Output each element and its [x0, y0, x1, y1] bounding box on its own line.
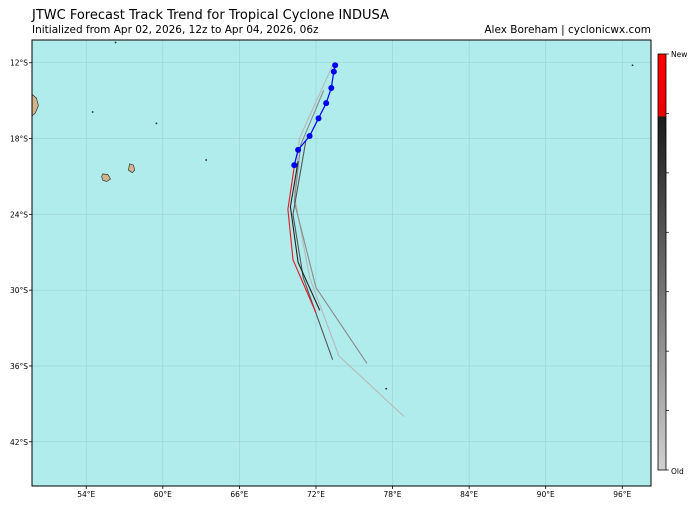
observed-track-point [332, 62, 339, 69]
chart-title: JTWC Forecast Track Trend for Tropical C… [32, 8, 389, 23]
forecast-track-line [292, 141, 334, 360]
observed-track-point [323, 100, 330, 107]
landmass [101, 173, 111, 182]
y-tick-label: 30°S [10, 286, 28, 295]
colorbar-gradient [657, 53, 667, 471]
islet [385, 387, 388, 390]
chart-credit: Alex Boreham | cyclonicwx.com [484, 24, 651, 36]
colorbar-new-label: New [671, 50, 687, 59]
islet [91, 111, 94, 113]
observed-track-point [291, 162, 298, 169]
y-tick-label: 42°S [10, 438, 28, 447]
chart-subtitle: Initialized from Apr 02, 2026, 12z to Ap… [32, 24, 319, 36]
map-gridlines [32, 40, 651, 486]
islet [205, 159, 208, 161]
colorbar-ticks [666, 53, 669, 471]
forecast-track-line [293, 90, 368, 364]
landmass [32, 93, 39, 117]
x-tick-label: 96°E [613, 490, 631, 499]
forecast-track-line [289, 161, 321, 311]
observed-track-point [315, 115, 322, 122]
y-tick-label: 12°S [10, 59, 28, 68]
y-tick-label: 18°S [10, 135, 28, 144]
x-tick-label: 54°E [77, 490, 95, 499]
observed-track-point [330, 68, 337, 75]
islet [631, 64, 634, 67]
map-frame [31, 39, 652, 487]
map-land [32, 41, 634, 390]
landmass [128, 163, 136, 174]
y-axis-ticks: 12°S 18°S 24°S 30°S 36°S 42°S [10, 59, 32, 447]
observed-track-point [306, 133, 313, 140]
x-tick-label: 90°E [537, 490, 555, 499]
map-ocean [32, 40, 651, 486]
y-tick-label: 36°S [10, 362, 28, 371]
islet [155, 122, 158, 125]
forecast-tracks [287, 65, 405, 417]
forecast-track-line [293, 65, 405, 417]
y-tick-label: 24°S [10, 210, 28, 219]
islet [114, 41, 117, 44]
x-tick-label: 66°E [230, 490, 248, 499]
x-tick-label: 72°E [307, 490, 325, 499]
forecast-track-line [287, 166, 317, 314]
x-axis-ticks: 54°E 60°E 66°E 72°E 78°E 84°E 90°E 96°E [77, 486, 632, 499]
x-tick-label: 84°E [460, 490, 478, 499]
observed-track-point [295, 146, 302, 153]
observed-track [291, 62, 339, 169]
x-tick-label: 60°E [154, 490, 172, 499]
colorbar-old-label: Old [671, 467, 684, 476]
x-tick-label: 78°E [384, 490, 402, 499]
observed-track-point [328, 85, 335, 92]
colorbar: New Old [657, 50, 687, 476]
